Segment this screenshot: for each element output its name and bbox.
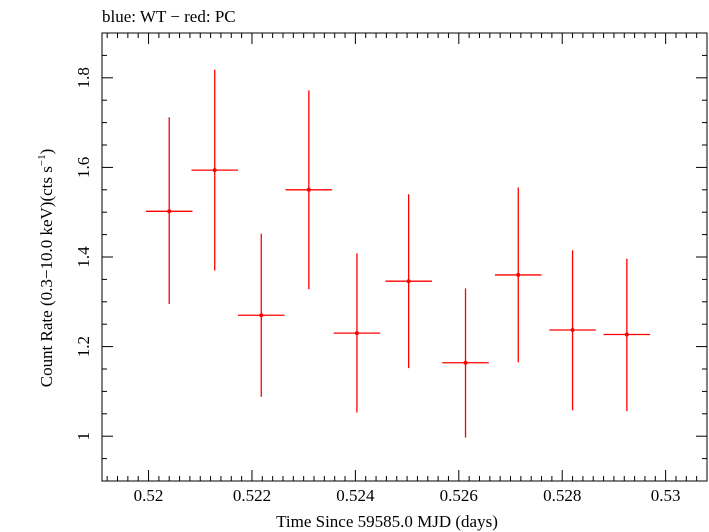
point-marker <box>516 272 521 277</box>
x-tick-label: 0.524 <box>336 486 375 505</box>
data-point <box>385 194 432 369</box>
y-tick-label: 1.4 <box>74 246 93 268</box>
x-tick-label: 0.52 <box>134 486 164 505</box>
y-tick-label: 1.8 <box>74 67 93 88</box>
data-point <box>603 258 651 412</box>
x-tick-label: 0.526 <box>440 486 478 505</box>
y-axis-label-superscript: −1 <box>36 154 48 166</box>
y-axis-label: Count Rate (0.3−10.0 keV)(cts s−1) <box>36 149 56 388</box>
point-marker <box>212 168 217 173</box>
x-axis-label: Time Since 59585.0 MJD (days) <box>276 512 498 531</box>
data-point <box>145 117 193 305</box>
x-tick-label: 0.528 <box>543 486 581 505</box>
y-tick-label: 1.6 <box>74 157 93 178</box>
tick-labels: 0.52 0.522 0.524 0.526 0.528 0.53 1 1.2 1.4 1.6 1.… <box>74 67 681 505</box>
x-tick-label: 0.522 <box>233 486 271 505</box>
data-point <box>237 233 285 397</box>
y-axis-label-close: ) <box>37 149 56 155</box>
point-marker <box>570 328 575 333</box>
y-tick-label: 1.2 <box>74 336 93 357</box>
data-points <box>145 69 651 438</box>
point-marker <box>406 279 411 284</box>
point-marker <box>463 360 468 365</box>
data-point <box>285 90 333 290</box>
data-point <box>549 250 596 411</box>
point-marker <box>624 332 629 337</box>
axis-ticks <box>102 32 708 481</box>
point-marker <box>354 331 359 336</box>
y-tick-label: 1 <box>74 432 93 441</box>
data-point <box>191 69 238 271</box>
plot-frame <box>101 32 708 482</box>
point-marker <box>259 313 264 318</box>
point-marker <box>167 209 172 214</box>
y-axis-label-main: Count Rate (0.3−10.0 keV)(cts s <box>37 166 56 387</box>
data-point <box>494 187 542 363</box>
data-point <box>442 288 489 438</box>
data-point <box>333 253 381 413</box>
point-marker <box>306 187 311 192</box>
chart-title: blue: WT − red: PC <box>102 7 236 26</box>
x-tick-label: 0.53 <box>651 486 681 505</box>
